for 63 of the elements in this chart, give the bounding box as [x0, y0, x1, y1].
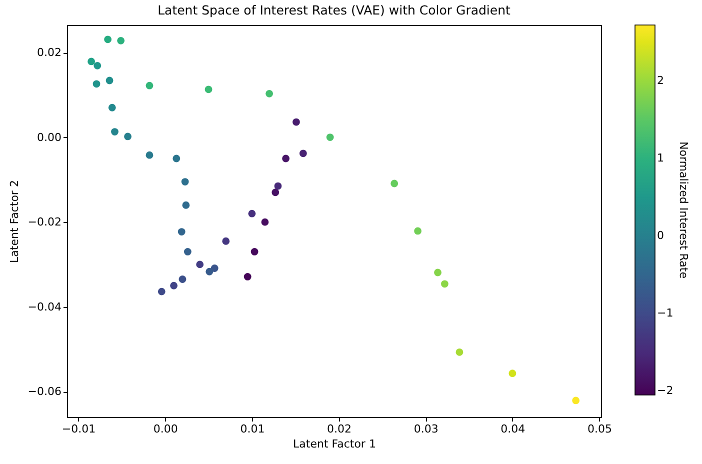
y-tick-label: −0.02 [28, 216, 62, 229]
point [282, 154, 290, 162]
point [572, 396, 580, 404]
x-tick-label: 0.01 [240, 422, 265, 436]
y-tick-label: −0.04 [28, 300, 62, 314]
point [181, 178, 189, 186]
y-tick-label: 0.02 [37, 46, 62, 60]
color-bar-label: −2 [657, 384, 674, 398]
point [244, 273, 252, 280]
x-tick-label: 0.05 [588, 422, 612, 436]
x-tick-label: −0.01 [62, 422, 96, 436]
point [117, 36, 125, 44]
point [250, 248, 258, 256]
point [266, 90, 274, 98]
point [414, 227, 422, 235]
point [261, 218, 269, 226]
point [172, 154, 180, 162]
point [111, 128, 118, 136]
point [299, 150, 307, 158]
point [88, 58, 96, 66]
point [274, 182, 282, 190]
color-bar-label: −1 [657, 306, 674, 320]
point [104, 36, 112, 44]
color-bar-label: 1 [657, 151, 664, 164]
point [248, 210, 256, 218]
point [292, 118, 300, 126]
x-tick-label: 0.04 [500, 422, 526, 436]
point [124, 132, 132, 140]
y-axis-title: Latent Factor 2 [8, 180, 21, 263]
x-tick-label: 0.00 [153, 422, 178, 436]
color-bar-label: 2 [657, 74, 664, 87]
point [182, 201, 190, 209]
color-bar-label: 0 [657, 228, 664, 242]
point [146, 82, 154, 90]
x-tick-label: 0.03 [414, 422, 438, 436]
y-tick-label: 0.00 [37, 130, 62, 144]
point [178, 276, 186, 283]
point [204, 86, 212, 94]
point [456, 348, 464, 356]
point [170, 282, 178, 290]
chart-title: Latent Space of Interest Rates (VAE) with Color Gradient [158, 2, 511, 18]
point [106, 76, 114, 84]
point [272, 188, 280, 196]
point [508, 370, 516, 378]
point [326, 134, 334, 142]
point [210, 264, 218, 272]
point [222, 237, 230, 245]
color-bar-title: Normalized Interest Rate [677, 142, 690, 279]
point [441, 280, 448, 288]
y-tick-label: −0.06 [28, 385, 62, 398]
point [158, 288, 166, 296]
x-tick-label: 0.02 [327, 422, 352, 436]
point [184, 248, 192, 256]
point [390, 180, 398, 188]
point [94, 62, 102, 70]
point [206, 268, 214, 276]
x-axis-title: Latent Factor 1 [293, 438, 376, 450]
point [434, 268, 442, 276]
point [146, 151, 154, 159]
point [178, 228, 186, 236]
point [196, 260, 204, 268]
point [108, 104, 116, 112]
point [92, 80, 100, 88]
